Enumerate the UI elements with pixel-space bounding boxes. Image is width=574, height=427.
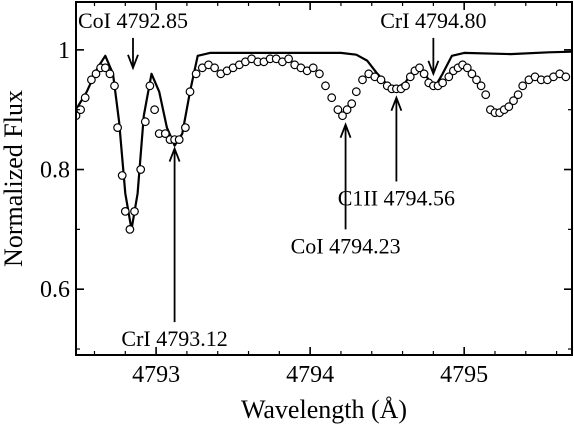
- annotation-arrowhead: [168, 146, 181, 162]
- y-tick-label: 0.6: [40, 277, 70, 303]
- y-tick-label: 1: [58, 38, 70, 64]
- data-point: [405, 72, 415, 82]
- data-point: [462, 63, 472, 73]
- annotation-arrowhead: [427, 60, 440, 77]
- data-point: [191, 69, 201, 79]
- annotation-label: CrI 4793.12: [121, 326, 227, 351]
- data-point: [110, 81, 119, 91]
- annotation-label: CrI 4794.80: [380, 8, 486, 33]
- x-tick-label: 4795: [440, 362, 488, 388]
- x-axis-label: Wavelength (Å): [241, 395, 407, 424]
- data-point: [130, 206, 139, 216]
- data-point: [347, 99, 357, 109]
- data-point: [333, 105, 343, 115]
- data-point: [180, 123, 190, 132]
- data-point: [145, 81, 155, 91]
- data-point: [504, 102, 514, 112]
- data-point: [125, 224, 135, 234]
- data-point: [518, 81, 528, 91]
- data-point: [86, 75, 96, 85]
- data-point: [80, 93, 90, 103]
- annotation-arrowhead: [390, 95, 403, 112]
- data-point: [185, 87, 195, 97]
- data-point: [308, 63, 318, 73]
- data-point: [284, 54, 294, 64]
- data-point: [444, 72, 454, 82]
- annotation-arrowhead: [339, 122, 352, 138]
- x-tick-label: 4793: [132, 362, 180, 388]
- data-point: [117, 171, 127, 180]
- annotation-label: C1II 4794.56: [338, 185, 455, 210]
- data-point: [120, 206, 130, 216]
- annotation-label: CoI 4792.85: [78, 8, 188, 33]
- data-point: [472, 75, 481, 85]
- data-point: [476, 81, 486, 91]
- data-point: [327, 93, 337, 103]
- data-point: [91, 69, 101, 79]
- data-point: [467, 69, 477, 79]
- data-point: [321, 81, 330, 91]
- data-point: [174, 135, 184, 145]
- data-point: [358, 75, 367, 85]
- data-point: [113, 123, 122, 132]
- data-point: [561, 72, 571, 82]
- plot-frame: [75, 1, 573, 356]
- data-point: [100, 63, 110, 73]
- y-axis-label: Normalized Flux: [0, 90, 28, 267]
- y-tick-label: 0.8: [40, 158, 70, 184]
- data-point: [210, 63, 220, 73]
- data-point: [513, 90, 523, 100]
- data-point: [415, 63, 424, 73]
- data-point: [376, 75, 386, 85]
- data-point: [509, 96, 518, 106]
- annotation-arrowhead: [127, 54, 139, 71]
- data-point: [342, 105, 352, 115]
- data-point: [140, 117, 150, 127]
- data-point: [481, 90, 491, 100]
- data-point: [136, 165, 146, 174]
- x-tick-label: 4794: [286, 362, 334, 388]
- plot-area: [76, 50, 572, 234]
- annotation-label: CoI 4794.23: [291, 233, 401, 258]
- data-point: [351, 87, 361, 97]
- data-point: [401, 81, 411, 91]
- data-point: [438, 78, 448, 88]
- data-point: [105, 69, 115, 79]
- data-point: [419, 69, 429, 79]
- data-point: [338, 111, 347, 121]
- series-line-model: [76, 50, 572, 231]
- data-point: [150, 105, 160, 115]
- data-point: [315, 69, 324, 79]
- data-point: [160, 129, 170, 139]
